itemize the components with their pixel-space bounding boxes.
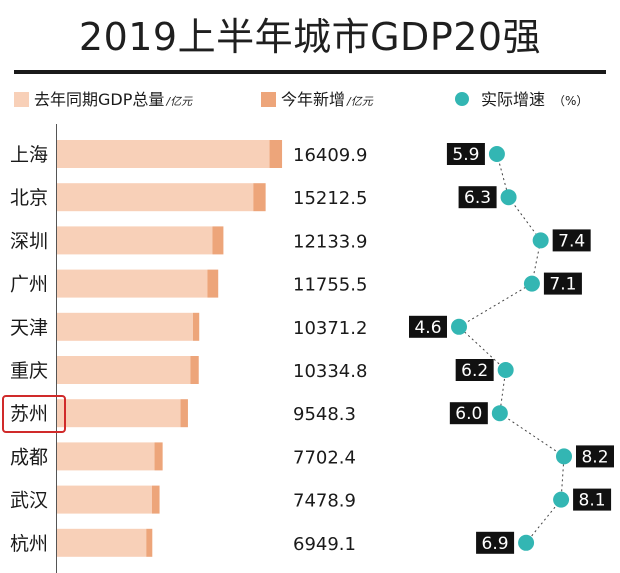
legend-base-unit: /亿元 — [166, 95, 193, 108]
growth-value-label: 6.9 — [482, 534, 509, 554]
growth-label-box — [476, 531, 515, 554]
growth-connector — [458, 153, 565, 544]
total-value-label: 12133.9 — [293, 231, 367, 252]
title-rule — [14, 70, 606, 74]
bar-base — [57, 399, 181, 428]
bar-base — [57, 442, 155, 471]
city-label: 深圳 — [10, 230, 48, 252]
growth-value-label: 7.1 — [549, 275, 576, 295]
city-label: 天津 — [10, 317, 48, 339]
city-label: 广州 — [10, 274, 48, 296]
growth-value-label: 8.2 — [581, 447, 608, 467]
growth-dot — [553, 491, 570, 508]
growth-value-label: 8.1 — [579, 491, 606, 511]
highlight-box — [2, 395, 66, 434]
city-label: 重庆 — [10, 360, 48, 382]
bar-increase — [269, 140, 283, 168]
total-value-label: 11755.5 — [293, 275, 367, 296]
bar-increase — [154, 442, 163, 471]
growth-dot — [556, 448, 572, 465]
city-label: 成都 — [10, 446, 48, 468]
growth-dot — [523, 275, 540, 292]
bar-increase — [146, 528, 153, 557]
growth-dot — [451, 318, 467, 335]
legend-increase: 今年新增/亿元 — [261, 89, 373, 111]
growth-dot — [518, 534, 535, 551]
total-value-label: 7702.4 — [293, 447, 356, 468]
total-value-label: 7478.9 — [293, 491, 356, 512]
growth-value-label: 5.9 — [452, 145, 479, 165]
total-value-label: 15212.5 — [293, 188, 367, 209]
legend-increase-unit: /亿元 — [347, 95, 373, 108]
legend-growth-dot — [455, 92, 469, 106]
bar-base — [57, 485, 152, 514]
growth-dot — [491, 405, 508, 422]
total-value-label: 10334.8 — [293, 361, 367, 382]
legend-base: 去年同期GDP总量/亿元 — [14, 89, 192, 111]
total-value-label: 6949.1 — [293, 534, 356, 555]
bar-increase — [151, 485, 160, 514]
bar-base — [57, 356, 191, 384]
bar-base — [57, 183, 254, 212]
legend-growth-unit: （%） — [553, 94, 589, 108]
growth-dot — [500, 189, 517, 206]
city-label: 苏州 — [10, 403, 48, 425]
city-label: 上海 — [10, 144, 48, 166]
legend-base-label: 去年同期GDP总量 — [34, 90, 165, 109]
city-label: 北京 — [10, 187, 48, 209]
growth-label-box — [552, 229, 591, 252]
growth-label-box — [543, 272, 582, 295]
growth-value-label: 6.0 — [455, 404, 482, 424]
bar-increase — [190, 356, 199, 384]
growth-label-box — [455, 359, 494, 381]
bar-base — [57, 269, 208, 298]
total-value-label: 10371.2 — [293, 318, 367, 339]
city-label: 武汉 — [10, 490, 48, 512]
growth-label-box — [409, 315, 447, 338]
growth-value-label: 7.4 — [558, 231, 585, 251]
growth-dot — [488, 146, 505, 162]
legend-base-swatch — [14, 92, 29, 107]
growth-label-box — [458, 186, 497, 209]
bar-base — [57, 140, 270, 168]
legend-growth-label: 实际增速 — [481, 90, 546, 109]
growth-value-label: 4.6 — [414, 318, 441, 338]
growth-value-label: 6.2 — [461, 361, 488, 381]
growth-label-box — [576, 445, 614, 468]
total-value-label: 9548.3 — [293, 404, 356, 425]
total-value-label: 16409.9 — [293, 145, 367, 166]
bar-increase — [180, 399, 188, 428]
growth-label-box — [449, 402, 488, 425]
growth-dot — [532, 232, 549, 249]
legend-increase-label: 今年新增 — [281, 90, 346, 109]
growth-dot — [497, 362, 514, 378]
legend-increase-swatch — [261, 92, 276, 107]
bar-increase — [207, 269, 219, 298]
bar-base — [57, 312, 193, 341]
legend-growth: 实际增速 （%） — [455, 89, 588, 111]
bar-increase — [253, 183, 266, 212]
growth-label-box — [573, 488, 612, 511]
bar-base — [57, 528, 147, 557]
chart-title: 2019上半年城市GDP20强 — [78, 15, 542, 59]
bar-base — [57, 226, 213, 255]
bar-increase — [212, 226, 224, 255]
bar-increase — [192, 312, 200, 341]
category-axis — [56, 124, 57, 573]
city-label: 杭州 — [10, 533, 48, 555]
growth-value-label: 6.3 — [464, 188, 491, 208]
growth-label-box — [446, 143, 485, 165]
